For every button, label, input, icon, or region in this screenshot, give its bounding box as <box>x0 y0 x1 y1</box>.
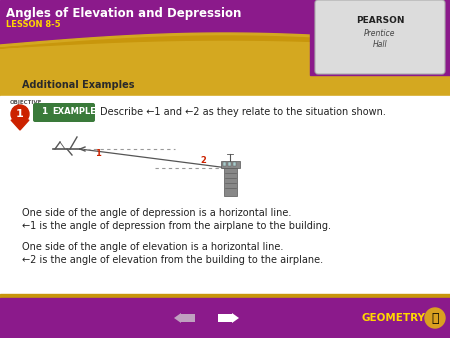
Bar <box>310 0 450 75</box>
Text: 🐻: 🐻 <box>431 312 439 324</box>
Bar <box>228 162 231 166</box>
Text: PEARSON: PEARSON <box>356 16 404 25</box>
Text: OBJECTIVE: OBJECTIVE <box>10 100 42 105</box>
Text: Describe ←1 and ←2 as they relate to the situation shown.: Describe ←1 and ←2 as they relate to the… <box>100 107 386 117</box>
Polygon shape <box>11 120 29 130</box>
Bar <box>0 96 450 296</box>
Bar <box>0 298 450 338</box>
Text: 1: 1 <box>41 107 47 117</box>
Bar <box>0 0 450 70</box>
Text: One side of the angle of depression is a horizontal line.: One side of the angle of depression is a… <box>22 208 292 218</box>
Text: ←1 is the angle of depression from the airplane to the building.: ←1 is the angle of depression from the a… <box>22 221 331 231</box>
Polygon shape <box>0 36 450 48</box>
Bar <box>221 161 240 168</box>
Text: Additional Examples: Additional Examples <box>22 80 135 90</box>
Bar <box>223 162 226 166</box>
Text: Angles of Elevation and Depression: Angles of Elevation and Depression <box>6 7 241 20</box>
Bar <box>0 294 450 298</box>
FancyArrow shape <box>174 313 195 323</box>
Text: LESSON 8-5: LESSON 8-5 <box>6 20 61 29</box>
FancyBboxPatch shape <box>33 103 95 122</box>
FancyArrow shape <box>218 313 239 323</box>
Text: One side of the angle of elevation is a horizontal line.: One side of the angle of elevation is a … <box>22 242 284 252</box>
Text: 1: 1 <box>95 149 101 158</box>
Polygon shape <box>0 33 450 82</box>
Text: EXAMPLE: EXAMPLE <box>52 107 96 117</box>
Circle shape <box>11 105 29 123</box>
Text: ←2 is the angle of elevation from the building to the airplane.: ←2 is the angle of elevation from the bu… <box>22 255 323 265</box>
Bar <box>224 168 237 196</box>
Text: Hall: Hall <box>373 40 387 49</box>
Bar <box>233 162 236 166</box>
Text: 1: 1 <box>16 109 24 119</box>
Circle shape <box>425 308 445 328</box>
Text: GEOMETRY: GEOMETRY <box>362 313 426 323</box>
Text: 2: 2 <box>200 156 206 165</box>
Text: Prentice: Prentice <box>364 29 396 38</box>
FancyBboxPatch shape <box>315 0 445 74</box>
Bar <box>0 74 450 96</box>
